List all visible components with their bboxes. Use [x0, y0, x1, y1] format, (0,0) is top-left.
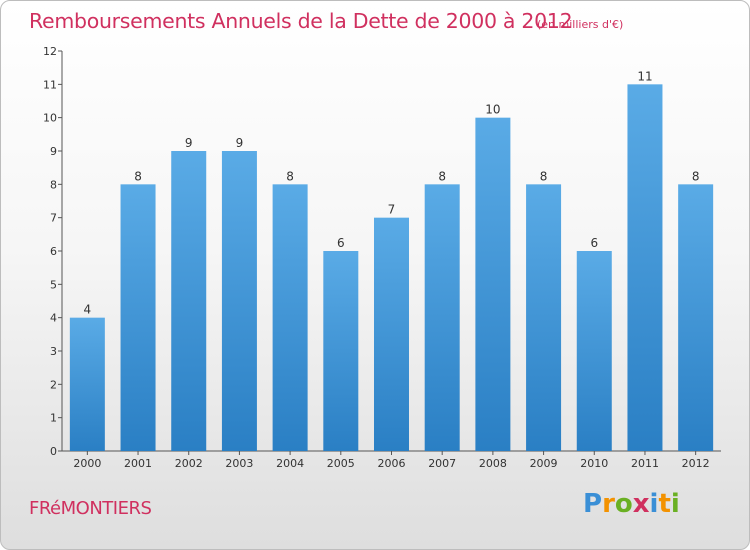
y-tick-label: 12	[43, 45, 57, 58]
data-label: 8	[540, 169, 548, 183]
data-label: 10	[485, 103, 500, 117]
data-label: 8	[692, 169, 700, 183]
chart-title: Remboursements Annuels de la Dette de 20…	[29, 9, 573, 33]
logo-letter: r	[602, 489, 615, 519]
commune-name: FRéMONTIERS	[29, 498, 152, 519]
data-label: 9	[236, 136, 244, 150]
logo-letter: t	[658, 489, 671, 519]
x-tick-label: 2006	[378, 457, 406, 470]
bar	[627, 84, 663, 451]
bar	[526, 184, 562, 452]
data-label: 4	[84, 303, 92, 317]
x-tick-label: 2011	[631, 457, 659, 470]
y-tick-label: 4	[50, 312, 57, 325]
y-tick-label: 9	[50, 145, 57, 158]
logo-letter: P	[583, 489, 603, 519]
x-tick-label: 2010	[580, 457, 608, 470]
bar	[576, 251, 612, 451]
y-tick-label: 0	[50, 445, 57, 458]
bar	[374, 217, 409, 451]
x-tick-label: 2000	[73, 457, 101, 470]
y-tick-label: 2	[50, 378, 57, 391]
x-tick-label: 2004	[276, 457, 304, 470]
bar	[69, 317, 105, 451]
data-label: 11	[637, 69, 652, 83]
data-label: 7	[388, 203, 396, 217]
data-label: 8	[134, 169, 142, 183]
x-tick-label: 2003	[225, 457, 253, 470]
y-tick-label: 5	[50, 278, 57, 291]
x-tick-label: 2008	[479, 457, 507, 470]
logo-letter: i	[670, 489, 680, 519]
bar	[272, 184, 308, 452]
bar	[171, 151, 207, 451]
data-label: 6	[337, 236, 345, 250]
y-tick-label: 8	[50, 178, 57, 191]
x-tick-label: 2005	[327, 457, 355, 470]
bar	[678, 184, 714, 452]
y-tick-label: 7	[50, 212, 57, 225]
x-tick-label: 2001	[124, 457, 152, 470]
bar	[424, 184, 460, 452]
y-tick-label: 6	[50, 245, 57, 258]
y-tick-label: 11	[43, 78, 57, 91]
bar	[475, 117, 511, 452]
bar	[323, 251, 359, 451]
logo-letter: x	[632, 489, 650, 519]
y-tick-label: 1	[50, 412, 57, 425]
bar	[221, 151, 257, 451]
x-tick-label: 2012	[682, 457, 710, 470]
logo-letter: o	[614, 489, 633, 519]
proxiti-logo: Proxiti	[583, 489, 680, 519]
x-tick-label: 2002	[175, 457, 203, 470]
x-tick-label: 2007	[428, 457, 456, 470]
x-tick-label: 2009	[530, 457, 558, 470]
data-label: 8	[438, 169, 446, 183]
data-label: 6	[590, 236, 598, 250]
y-tick-label: 3	[50, 345, 57, 358]
bar	[120, 184, 156, 452]
data-label: 9	[185, 136, 193, 150]
y-tick-label: 10	[43, 112, 57, 125]
chart-subtitle: (en milliers d'€)	[537, 18, 624, 31]
data-label: 8	[286, 169, 294, 183]
logo-letter: i	[649, 489, 659, 519]
